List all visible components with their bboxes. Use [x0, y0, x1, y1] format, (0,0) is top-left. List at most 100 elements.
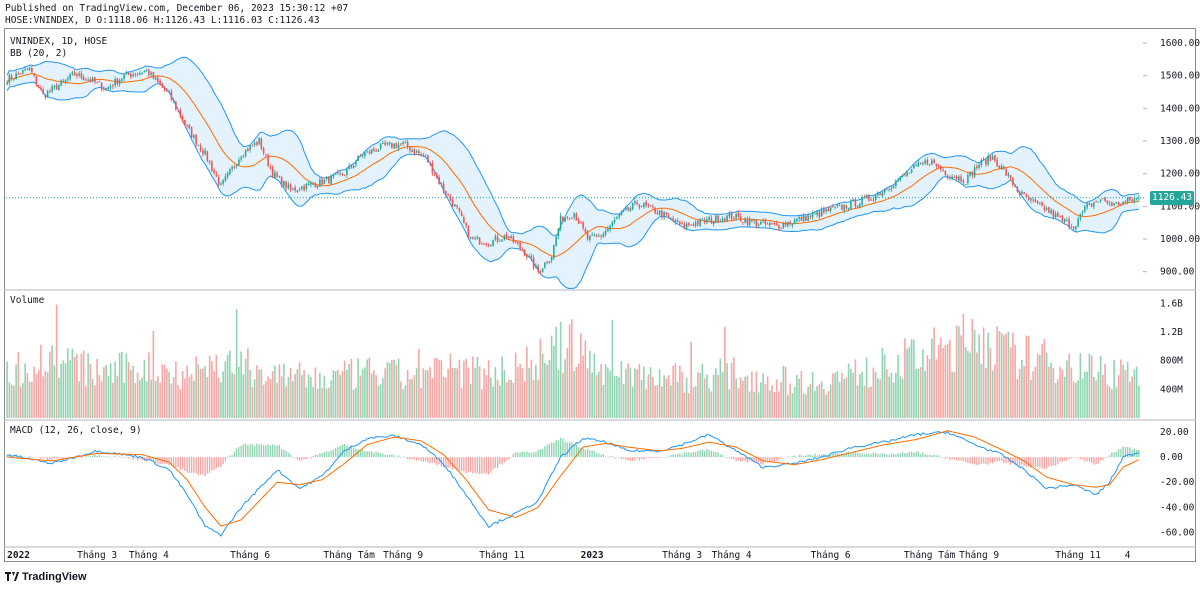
- volume-bar: [717, 374, 719, 418]
- macd-histogram-bar: [361, 449, 364, 458]
- macd-histogram-bar: [28, 456, 31, 458]
- macd-histogram-bar: [598, 453, 600, 458]
- volume-bar: [656, 384, 659, 418]
- volume-bar: [931, 338, 933, 418]
- macd-histogram-bar: [206, 457, 209, 474]
- volume-axis-tick: 1.2B: [1160, 327, 1183, 338]
- volume-bar: [222, 371, 224, 418]
- candle-body: [433, 174, 436, 176]
- macd-histogram-bar: [924, 454, 926, 458]
- volume-bar: [998, 331, 1001, 418]
- macd-histogram-bar: [847, 451, 850, 458]
- volume-bar: [13, 385, 15, 418]
- candle-body: [1070, 226, 1073, 228]
- candle-body: [834, 207, 836, 208]
- macd-histogram-bar: [618, 457, 620, 458]
- macd-pane-title[interactable]: MACD (12, 26, close, 9): [10, 425, 142, 436]
- volume-bar: [897, 355, 899, 418]
- macd-histogram-bar: [656, 457, 659, 459]
- volume-bar: [703, 378, 706, 418]
- candle-body: [775, 223, 778, 226]
- volume-bar: [510, 379, 512, 418]
- macd-histogram-bar: [607, 457, 609, 458]
- volume-bar: [1126, 361, 1129, 418]
- macd-histogram-bar: [483, 457, 485, 474]
- macd-histogram-bar: [314, 454, 317, 458]
- macd-histogram-bar: [667, 456, 670, 458]
- candle-body: [422, 155, 425, 157]
- macd-histogram-bar: [784, 457, 787, 458]
- volume-bar: [1014, 344, 1016, 418]
- candle-body: [514, 241, 517, 243]
- candle-body: [616, 217, 618, 219]
- macd-histogram-bar: [888, 455, 890, 458]
- volume-bar: [55, 304, 58, 418]
- candle-body: [917, 162, 920, 167]
- macd-histogram-bar: [1005, 457, 1007, 463]
- bollinger-indicator-label[interactable]: BB (20, 2): [10, 48, 68, 59]
- macd-histogram-bar: [782, 457, 785, 458]
- candle-body: [172, 100, 175, 102]
- macd-histogram-bar: [717, 452, 719, 458]
- volume-bar: [445, 377, 447, 418]
- macd-histogram-bar: [445, 457, 447, 468]
- volume-bar: [42, 376, 44, 418]
- macd-histogram-bar: [832, 452, 834, 458]
- volume-bar: [1102, 374, 1104, 418]
- macd-histogram-bar: [820, 454, 823, 458]
- macd-histogram-bar: [661, 457, 663, 458]
- macd-histogram-bar: [652, 457, 654, 458]
- volume-bar: [881, 347, 884, 418]
- macd-histogram-bar: [748, 457, 751, 462]
- volume-bar: [175, 361, 177, 418]
- volume-pane-title[interactable]: Volume: [10, 295, 45, 306]
- macd-histogram-bar: [265, 445, 267, 458]
- candle-body: [706, 219, 708, 223]
- volume-bar: [190, 374, 193, 418]
- volume-bar: [676, 381, 679, 418]
- macd-histogram-bar: [323, 451, 326, 458]
- candle-body: [213, 169, 215, 174]
- macd-histogram-bar: [910, 451, 913, 458]
- macd-histogram-bar: [339, 445, 341, 458]
- macd-histogram-bar: [346, 445, 348, 458]
- volume-bar: [375, 375, 377, 418]
- tradingview-brand[interactable]: TradingView: [5, 571, 87, 583]
- time-axis-tick: 2022: [7, 550, 30, 561]
- macd-histogram-bar: [501, 457, 503, 465]
- volume-bar: [762, 373, 764, 418]
- macd-histogram-bar: [312, 456, 314, 458]
- volume-bar: [910, 339, 913, 418]
- candle-body: [13, 78, 15, 80]
- macd-histogram-bar: [1111, 452, 1113, 458]
- volume-bar: [350, 358, 353, 418]
- volume-bar: [499, 385, 501, 418]
- candle-body: [436, 174, 438, 178]
- macd-histogram-bar: [386, 455, 389, 458]
- volume-bar: [708, 388, 710, 418]
- macd-histogram-bar: [242, 444, 245, 458]
- macd-histogram-bar: [240, 445, 242, 458]
- volume-bar: [1104, 363, 1106, 418]
- macd-histogram-bar: [611, 456, 614, 458]
- candle-body: [699, 218, 701, 226]
- volume-bar: [91, 378, 94, 418]
- candle-body: [744, 219, 746, 223]
- candle-body: [175, 102, 177, 110]
- macd-histogram-bar: [262, 445, 265, 458]
- volume-bar: [890, 372, 893, 418]
- volume-bar: [64, 363, 67, 418]
- volume-bar: [838, 381, 841, 418]
- main-chart-title: VNINDEX, 1D, HOSE: [10, 36, 108, 47]
- candle-body: [1023, 192, 1025, 194]
- volume-bar: [141, 377, 143, 418]
- candle-body: [517, 241, 519, 244]
- volume-bar: [94, 385, 96, 418]
- macd-histogram-bar: [170, 457, 173, 465]
- macd-histogram-bar: [166, 457, 168, 464]
- volume-bar: [1007, 331, 1010, 418]
- candle-body: [330, 175, 332, 185]
- candle-body: [852, 200, 854, 201]
- volume-bar: [557, 369, 560, 418]
- candle-body: [40, 87, 42, 90]
